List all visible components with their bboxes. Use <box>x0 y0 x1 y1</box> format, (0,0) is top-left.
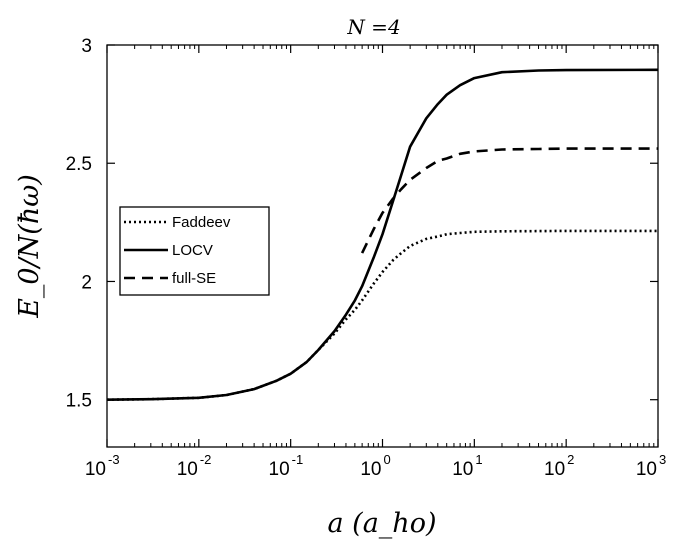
x-tick-label-base: 10 <box>269 459 290 480</box>
x-tick-label-exponent: -1 <box>292 452 304 467</box>
x-tick-label-exponent: -3 <box>108 452 120 467</box>
legend-label: full-SE <box>172 270 216 287</box>
legend-label: LOCV <box>172 242 213 259</box>
y-tick-label: 3 <box>81 36 92 57</box>
legend-label: Faddeev <box>172 214 231 231</box>
y-tick-label: 2 <box>81 272 92 293</box>
series-line-full-se <box>360 147 658 254</box>
chart-title: N =4 <box>346 15 400 39</box>
x-tick-label-base: 10 <box>85 459 106 480</box>
x-tick-label-exponent: 0 <box>384 452 391 467</box>
x-tick-label-base: 10 <box>177 459 198 480</box>
x-tick-label-base: 10 <box>636 459 657 480</box>
x-axis-label: a (a_ho) <box>328 508 437 539</box>
x-tick-label-exponent: 1 <box>475 452 482 467</box>
y-axis-label: E_0/N(ħω) <box>14 174 45 319</box>
x-tick-label-exponent: 2 <box>567 452 574 467</box>
x-tick-label-exponent: 3 <box>659 452 666 467</box>
y-tick-label: 1.5 <box>66 391 92 412</box>
legend: Faddeev LOCV full-SE <box>119 206 270 296</box>
series-line-locv <box>106 68 659 401</box>
x-tick-label-exponent: -2 <box>200 452 212 467</box>
x-tick-label-base: 10 <box>360 459 381 480</box>
x-tick-label-base: 10 <box>544 459 565 480</box>
y-tick-label: 2.5 <box>66 154 92 175</box>
x-tick-label-base: 10 <box>452 459 473 480</box>
